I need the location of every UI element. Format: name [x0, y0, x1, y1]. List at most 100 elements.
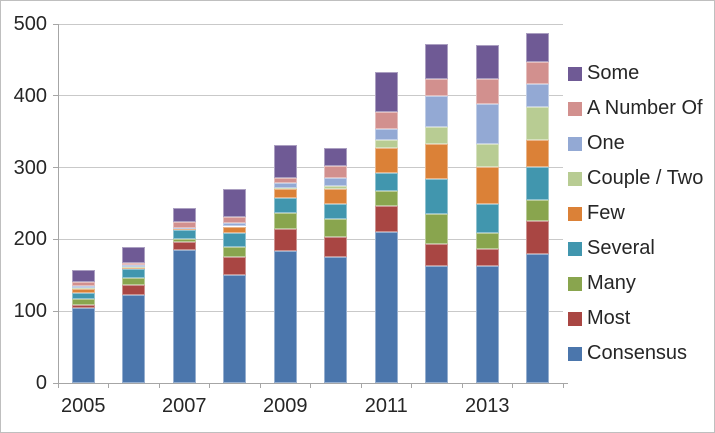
x-tick-mark-3: [209, 383, 210, 388]
bar-segment-a-number-of-2009: [273, 178, 297, 184]
bar-segment-consensus-2010: [324, 257, 348, 383]
bar-segment-many-2005: [71, 299, 95, 305]
bar-segment-several-2010: [324, 203, 348, 219]
bar-segment-several-2011: [374, 172, 398, 192]
bar-segment-some-2014: [526, 32, 550, 63]
bar-segment-consensus-2013: [475, 265, 499, 383]
legend-label-consensus: Consensus: [587, 342, 688, 364]
legend-item-one: One: [568, 126, 714, 161]
bar-segment-some-2010: [324, 147, 348, 167]
y-tick-mark-400: [53, 95, 58, 97]
legend-label-most: Most: [587, 307, 631, 329]
bar-segment-a-number-of-2006: [122, 263, 146, 266]
bar-segment-several-2013: [475, 204, 499, 233]
bar-2008: [223, 24, 247, 383]
x-tick-mark-4: [259, 383, 261, 388]
y-tick-mark-0: [53, 382, 58, 384]
bar-segment-one-2005: [71, 286, 95, 289]
bar-segment-many-2013: [475, 232, 499, 250]
y-tick-label-100: 100: [13, 300, 47, 323]
legend-label-several: Several: [587, 237, 655, 259]
y-tick-mark-300: [53, 167, 58, 169]
x-tick-mark-1: [108, 383, 109, 388]
y-tick-label-300: 300: [13, 156, 47, 179]
legend-label-few: Few: [587, 202, 625, 224]
y-tick-mark-100: [53, 310, 58, 312]
bar-segment-one-2014: [526, 83, 550, 108]
bar-segment-consensus-2009: [273, 250, 297, 383]
bar-segment-many-2008: [223, 246, 247, 257]
legend-swatch-most: [568, 311, 582, 326]
bar-2009: [273, 24, 297, 383]
bar-2010: [324, 24, 348, 383]
legend-item-a-number-of: A Number Of: [568, 91, 714, 126]
bar-segment-couple-two-2011: [374, 139, 398, 148]
bar-segment-many-2010: [324, 218, 348, 238]
legend-label-couple-two: Couple / Two: [587, 167, 704, 189]
bar-segment-several-2006: [122, 268, 146, 279]
legend-item-some: Some: [568, 56, 714, 91]
legend-label-some: Some: [587, 62, 640, 84]
bar-segment-consensus-2012: [425, 265, 449, 383]
bar-segment-some-2011: [374, 72, 398, 113]
bar-segment-many-2014: [526, 199, 550, 222]
bar-segment-few-2013: [475, 166, 499, 205]
bar-2011: [374, 24, 398, 383]
legend-swatch-few: [568, 206, 582, 221]
bar-segment-few-2005: [71, 288, 95, 294]
legend-swatch-consensus: [568, 346, 582, 361]
x-tick-mark-6: [360, 383, 362, 388]
legend-swatch-some: [568, 66, 582, 81]
bar-segment-some-2007: [172, 207, 196, 223]
bar-segment-most-2011: [374, 206, 398, 232]
x-tick-mark-0: [57, 383, 59, 388]
legend-item-most: Most: [568, 301, 714, 336]
bar-segment-consensus-2006: [122, 294, 146, 383]
bar-segment-some-2009: [273, 144, 297, 179]
bar-segment-most-2010: [324, 237, 348, 258]
x-tick-mark-5: [310, 383, 311, 388]
legend-item-couple-two: Couple / Two: [568, 161, 714, 196]
bar-segment-some-2006: [122, 246, 146, 264]
bar-segment-several-2008: [223, 232, 247, 247]
bar-segment-one-2010: [324, 177, 348, 187]
bar-segment-many-2009: [273, 212, 297, 230]
y-tick-label-500: 500: [13, 13, 47, 35]
legend: Some A Number Of One Couple / Two Few Several…: [568, 56, 714, 371]
gridline-500: [58, 23, 563, 25]
bar-segment-one-2012: [425, 95, 449, 127]
gridline-300: [58, 167, 563, 169]
bar-segment-many-2012: [425, 214, 449, 244]
bar-segment-consensus-2014: [526, 253, 550, 383]
bar-segment-few-2012: [425, 143, 449, 180]
bar-segment-several-2005: [71, 293, 95, 299]
x-tick-label-2009: 2009: [263, 395, 308, 417]
bar-segment-couple-two-2012: [425, 126, 449, 144]
bar-segment-couple-two-2013: [475, 143, 499, 167]
bar-segment-few-2010: [324, 189, 348, 204]
bar-segment-several-2007: [172, 230, 196, 239]
x-tick-label-2007: 2007: [162, 395, 207, 417]
bar-segment-most-2008: [223, 256, 247, 275]
bar-segment-consensus-2008: [223, 274, 247, 383]
bar-segment-most-2013: [475, 249, 499, 266]
bar-segment-a-number-of-2011: [374, 112, 398, 129]
legend-item-many: Many: [568, 266, 714, 301]
bar-segment-several-2012: [425, 179, 449, 215]
y-tick-mark-200: [53, 238, 58, 240]
bar-segment-a-number-of-2005: [71, 281, 95, 287]
gridline-400: [58, 95, 563, 97]
bar-segment-consensus-2005: [71, 307, 95, 383]
y-tick-label-200: 200: [13, 228, 47, 251]
bar-segment-most-2007: [172, 242, 196, 251]
bar-segment-few-2008: [223, 226, 247, 233]
bar-segment-most-2006: [122, 285, 146, 295]
legend-item-few: Few: [568, 196, 714, 231]
bar-2005: [71, 24, 95, 383]
x-tick-mark-10: [562, 383, 564, 388]
x-tick-mark-8: [461, 383, 463, 388]
bar-segment-most-2014: [526, 221, 550, 254]
y-tick-label-0: 0: [35, 372, 47, 394]
x-tick-label-2011: 2011: [364, 395, 408, 417]
